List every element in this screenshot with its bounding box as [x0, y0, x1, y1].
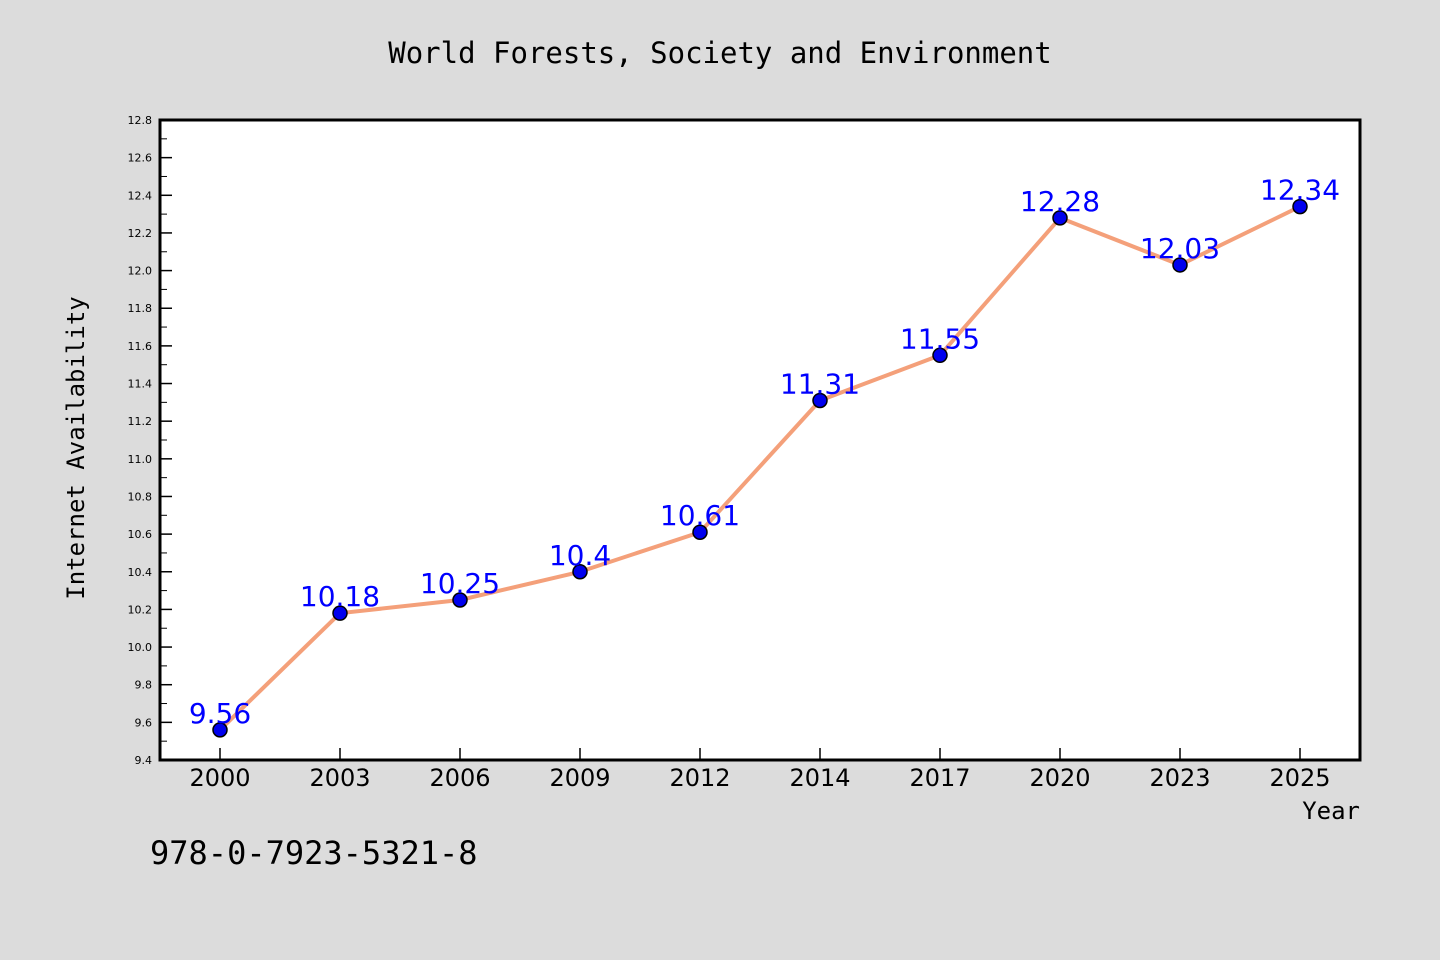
chart-title: World Forests, Society and Environment: [388, 36, 1051, 70]
y-tick-label: 10.6: [128, 528, 153, 541]
y-tick-label: 12.0: [128, 265, 153, 278]
data-point[interactable]: [1052, 210, 1068, 226]
footnote-isbn: 978-0-7923-5321-8: [150, 834, 478, 872]
data-label: 11.31: [780, 367, 860, 400]
data-label: 10.61: [660, 499, 740, 532]
data-point[interactable]: [212, 722, 228, 738]
data-point[interactable]: [1292, 198, 1308, 215]
y-tick-label: 11.6: [128, 340, 153, 353]
x-tick-label: 2017: [909, 764, 970, 792]
y-tick-label: 11.0: [128, 453, 153, 466]
data-label: 9.56: [189, 697, 251, 730]
plot-area: [160, 120, 1360, 760]
y-tick-label: 9.8: [135, 679, 153, 692]
x-tick-label: 2020: [1029, 764, 1090, 792]
x-tick-label: 2014: [789, 764, 850, 792]
x-axis: 2000 2003 2006 2009 2012 2014 2017 2020 2023 2025: [189, 748, 1331, 792]
x-tick-label: 2012: [669, 764, 730, 792]
data-label: 10.4: [549, 539, 611, 572]
y-tick-label: 12.4: [128, 189, 153, 202]
data-label: 12.34: [1260, 174, 1340, 207]
data-label: 12.03: [1140, 232, 1220, 265]
y-tick-label: 11.4: [128, 378, 153, 391]
y-tick-label: 9.4: [135, 754, 153, 767]
x-tick-label: 2023: [1149, 764, 1210, 792]
y-tick-label: 9.6: [135, 716, 153, 729]
series-line: [218, 204, 1301, 732]
x-tick-label: 2000: [189, 764, 250, 792]
y-tick-label: 12.2: [128, 227, 153, 240]
plot-frame: [158, 118, 1362, 762]
data-point[interactable]: [452, 592, 468, 608]
data-point[interactable]: [812, 392, 828, 409]
data-point[interactable]: [1172, 257, 1188, 273]
y-tick-label: 10.4: [128, 566, 153, 579]
x-axis-label: Year: [1302, 797, 1360, 825]
data-point[interactable]: [692, 524, 708, 540]
x-tick-label: 2009: [549, 764, 610, 792]
y-tick-label: 10.0: [128, 641, 153, 654]
y-axis-label: Internet Availability: [62, 296, 90, 599]
y-tick-label: 11.2: [128, 415, 153, 428]
y-tick-label: 11.8: [128, 302, 153, 315]
data-label: 11.55: [900, 322, 980, 355]
x-tick-label: 2025: [1269, 764, 1330, 792]
data-label: 10.25: [420, 567, 500, 600]
data-point[interactable]: [932, 347, 948, 364]
data-label: 10.18: [300, 580, 380, 613]
y-tick-label: 12.8: [128, 114, 153, 127]
y-tick-label: 10.8: [128, 490, 153, 503]
y-axis: 9.4 9.6 9.8 10.0 10.2 10.4 10.6 10.8 11.0 11.2 11.…: [128, 114, 172, 767]
data-label: 12.28: [1020, 185, 1100, 218]
series-layer: 9.56 10.18 10.25 10.4 10.61 11.31 11.55 12.28 12…: [189, 174, 1340, 738]
data-point[interactable]: [332, 605, 348, 621]
x-tick-label: 2006: [429, 764, 490, 792]
x-tick-label: 2003: [309, 764, 370, 792]
y-tick-label: 10.2: [128, 603, 153, 616]
y-tick-label: 12.6: [128, 152, 153, 165]
data-point[interactable]: [572, 564, 588, 580]
